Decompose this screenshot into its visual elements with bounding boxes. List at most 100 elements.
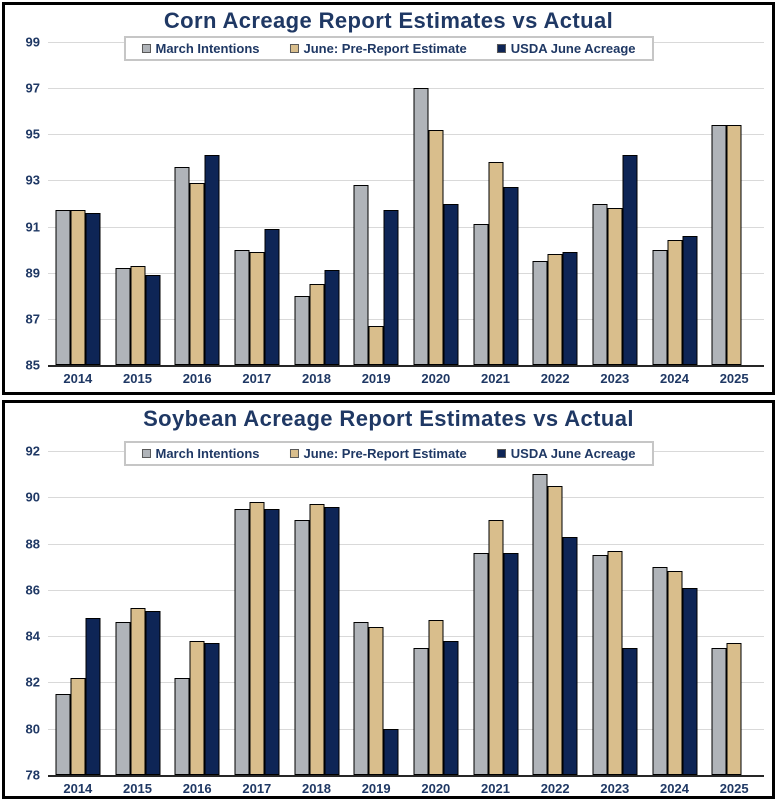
bar-usda-june-acreage-2014 (85, 212, 101, 365)
x-axis-label: 2016 (182, 781, 212, 796)
y-axis-tick-label: 85 (25, 357, 40, 373)
usda-june-acreage-swatch-icon (496, 44, 506, 53)
y-axis-tick-label: 97 (25, 80, 40, 96)
june-pre-report-estimate-swatch-icon (289, 449, 299, 458)
bar-march-intentions-2025 (711, 125, 727, 365)
bar-june-pre-report-estimate-2022 (547, 254, 563, 365)
bar-usda-june-acreage-2016 (204, 643, 220, 775)
bar-june-pre-report-estimate-2016 (189, 182, 205, 365)
bar-march-intentions-2018 (294, 520, 309, 775)
y-axis-tick-label: 80 (25, 721, 40, 737)
corn-chart-title: Corn Acreage Report Estimates vs Actual (163, 8, 614, 33)
y-axis-tick-label: 87 (25, 311, 40, 327)
y-axis-tick-label: 86 (25, 582, 40, 598)
gridline (48, 589, 764, 591)
june-pre-report-estimate-swatch-icon (289, 44, 299, 53)
legend-item-march-intentions: March Intentions (141, 41, 260, 56)
bar-usda-june-acreage-2014 (85, 617, 101, 775)
legend-label: June: Pre-Report Estimate (303, 446, 467, 461)
bar-march-intentions-2019 (353, 622, 369, 775)
gridline (48, 497, 764, 499)
bar-june-pre-report-estimate-2016 (189, 640, 205, 775)
bar-march-intentions-2017 (234, 249, 250, 365)
y-axis-tick-label: 90 (25, 489, 40, 505)
bar-march-intentions-2017 (234, 508, 250, 775)
x-axis-label: 2018 (302, 371, 331, 386)
gridline (48, 134, 764, 136)
bar-group-2015 (115, 451, 160, 775)
bar-group-2017 (234, 451, 280, 775)
y-axis-tick-label: 92 (25, 443, 40, 459)
legend-label: USDA June Acreage (510, 446, 636, 461)
corn-chart-legend: March Intentions June: Pre-Report Estima… (123, 36, 654, 61)
bar-march-intentions-2020 (413, 88, 429, 365)
bar-march-intentions-2023 (592, 555, 608, 775)
legend-label: USDA June Acreage (510, 41, 636, 56)
gridline (48, 272, 764, 274)
bar-usda-june-acreage-2024 (682, 235, 697, 365)
y-axis-tick-label: 93 (25, 172, 40, 188)
bar-group-2024 (652, 451, 697, 775)
bar-group-2017 (234, 42, 280, 365)
x-axis-label: 2021 (481, 781, 510, 796)
bar-usda-june-acreage-2015 (145, 610, 160, 775)
bar-usda-june-acreage-2017 (264, 508, 280, 775)
legend-item-usda-june-acreage: USDA June Acreage (496, 446, 636, 461)
soybean-chart-title: Soybean Acreage Report Estimates vs Actu… (143, 406, 634, 431)
y-axis-tick-label: 91 (25, 219, 40, 235)
soybean-chart-panel: Soybean Acreage Report Estimates vs Actu… (2, 400, 775, 799)
gridline (48, 728, 764, 730)
bar-group-2025 (711, 451, 757, 775)
bar-usda-june-acreage-2020 (443, 203, 459, 365)
gridline (48, 88, 764, 90)
bar-group-2019 (353, 42, 399, 365)
legend-label: March Intentions (155, 446, 260, 461)
x-axis-label: 2020 (421, 371, 451, 386)
bar-group-2025 (711, 42, 757, 365)
bar-usda-june-acreage-2019 (383, 210, 399, 365)
bar-june-pre-report-estimate-2014 (70, 210, 86, 365)
gridline (48, 180, 764, 182)
bar-june-pre-report-estimate-2025 (726, 643, 742, 775)
bar-june-pre-report-estimate-2024 (667, 240, 682, 365)
x-axis-label: 2018 (302, 781, 331, 796)
bar-group-2023 (592, 42, 638, 365)
bar-group-2022 (532, 451, 578, 775)
bar-march-intentions-2020 (413, 647, 429, 775)
legend-label: March Intentions (155, 41, 260, 56)
x-axis-label: 2025 (719, 781, 749, 796)
bar-usda-june-acreage-2018 (324, 270, 339, 365)
x-axis-label: 2015 (123, 781, 152, 796)
legend-item-usda-june-acreage: USDA June Acreage (496, 41, 636, 56)
legend-label: June: Pre-Report Estimate (303, 41, 467, 56)
corn-chart-plot: 85 87 89 91 93 95 97 99 2014 2015 2016 2017 2018 2019… (26, 35, 764, 386)
x-axis-label: 2014 (63, 371, 93, 386)
y-axis-tick-label: 88 (25, 536, 40, 552)
legend-item-june-pre-report-estimate: June: Pre-Report Estimate (289, 446, 467, 461)
bar-usda-june-acreage-2020 (443, 640, 459, 775)
x-axis-label: 2025 (719, 371, 749, 386)
bar-june-pre-report-estimate-2018 (309, 504, 324, 775)
bar-june-pre-report-estimate-2022 (547, 485, 563, 775)
y-axis-tick-label: 78 (25, 767, 40, 783)
x-axis-label: 2017 (242, 781, 272, 796)
bar-march-intentions-2014 (55, 694, 71, 775)
bar-group-2014 (55, 451, 101, 775)
y-axis-tick-label: 84 (25, 628, 40, 644)
march-intentions-swatch-icon (141, 44, 151, 53)
x-axis-label: 2015 (123, 371, 152, 386)
x-axis-line (48, 365, 764, 367)
bar-usda-june-acreage-2019 (383, 728, 399, 775)
x-axis-label: 2022 (540, 371, 570, 386)
bar-june-pre-report-estimate-2017 (249, 251, 265, 365)
bar-group-2014 (55, 42, 101, 365)
bar-group-2020 (413, 42, 459, 365)
x-axis-label: 2024 (660, 781, 689, 796)
bar-march-intentions-2019 (353, 185, 369, 365)
soybean-chart-legend: March Intentions June: Pre-Report Estima… (123, 441, 654, 466)
x-axis-label: 2019 (361, 371, 391, 386)
bar-usda-june-acreage-2022 (562, 536, 578, 775)
bar-june-pre-report-estimate-2015 (130, 265, 145, 365)
x-axis-label: 2017 (242, 371, 272, 386)
bar-june-pre-report-estimate-2020 (428, 129, 444, 365)
